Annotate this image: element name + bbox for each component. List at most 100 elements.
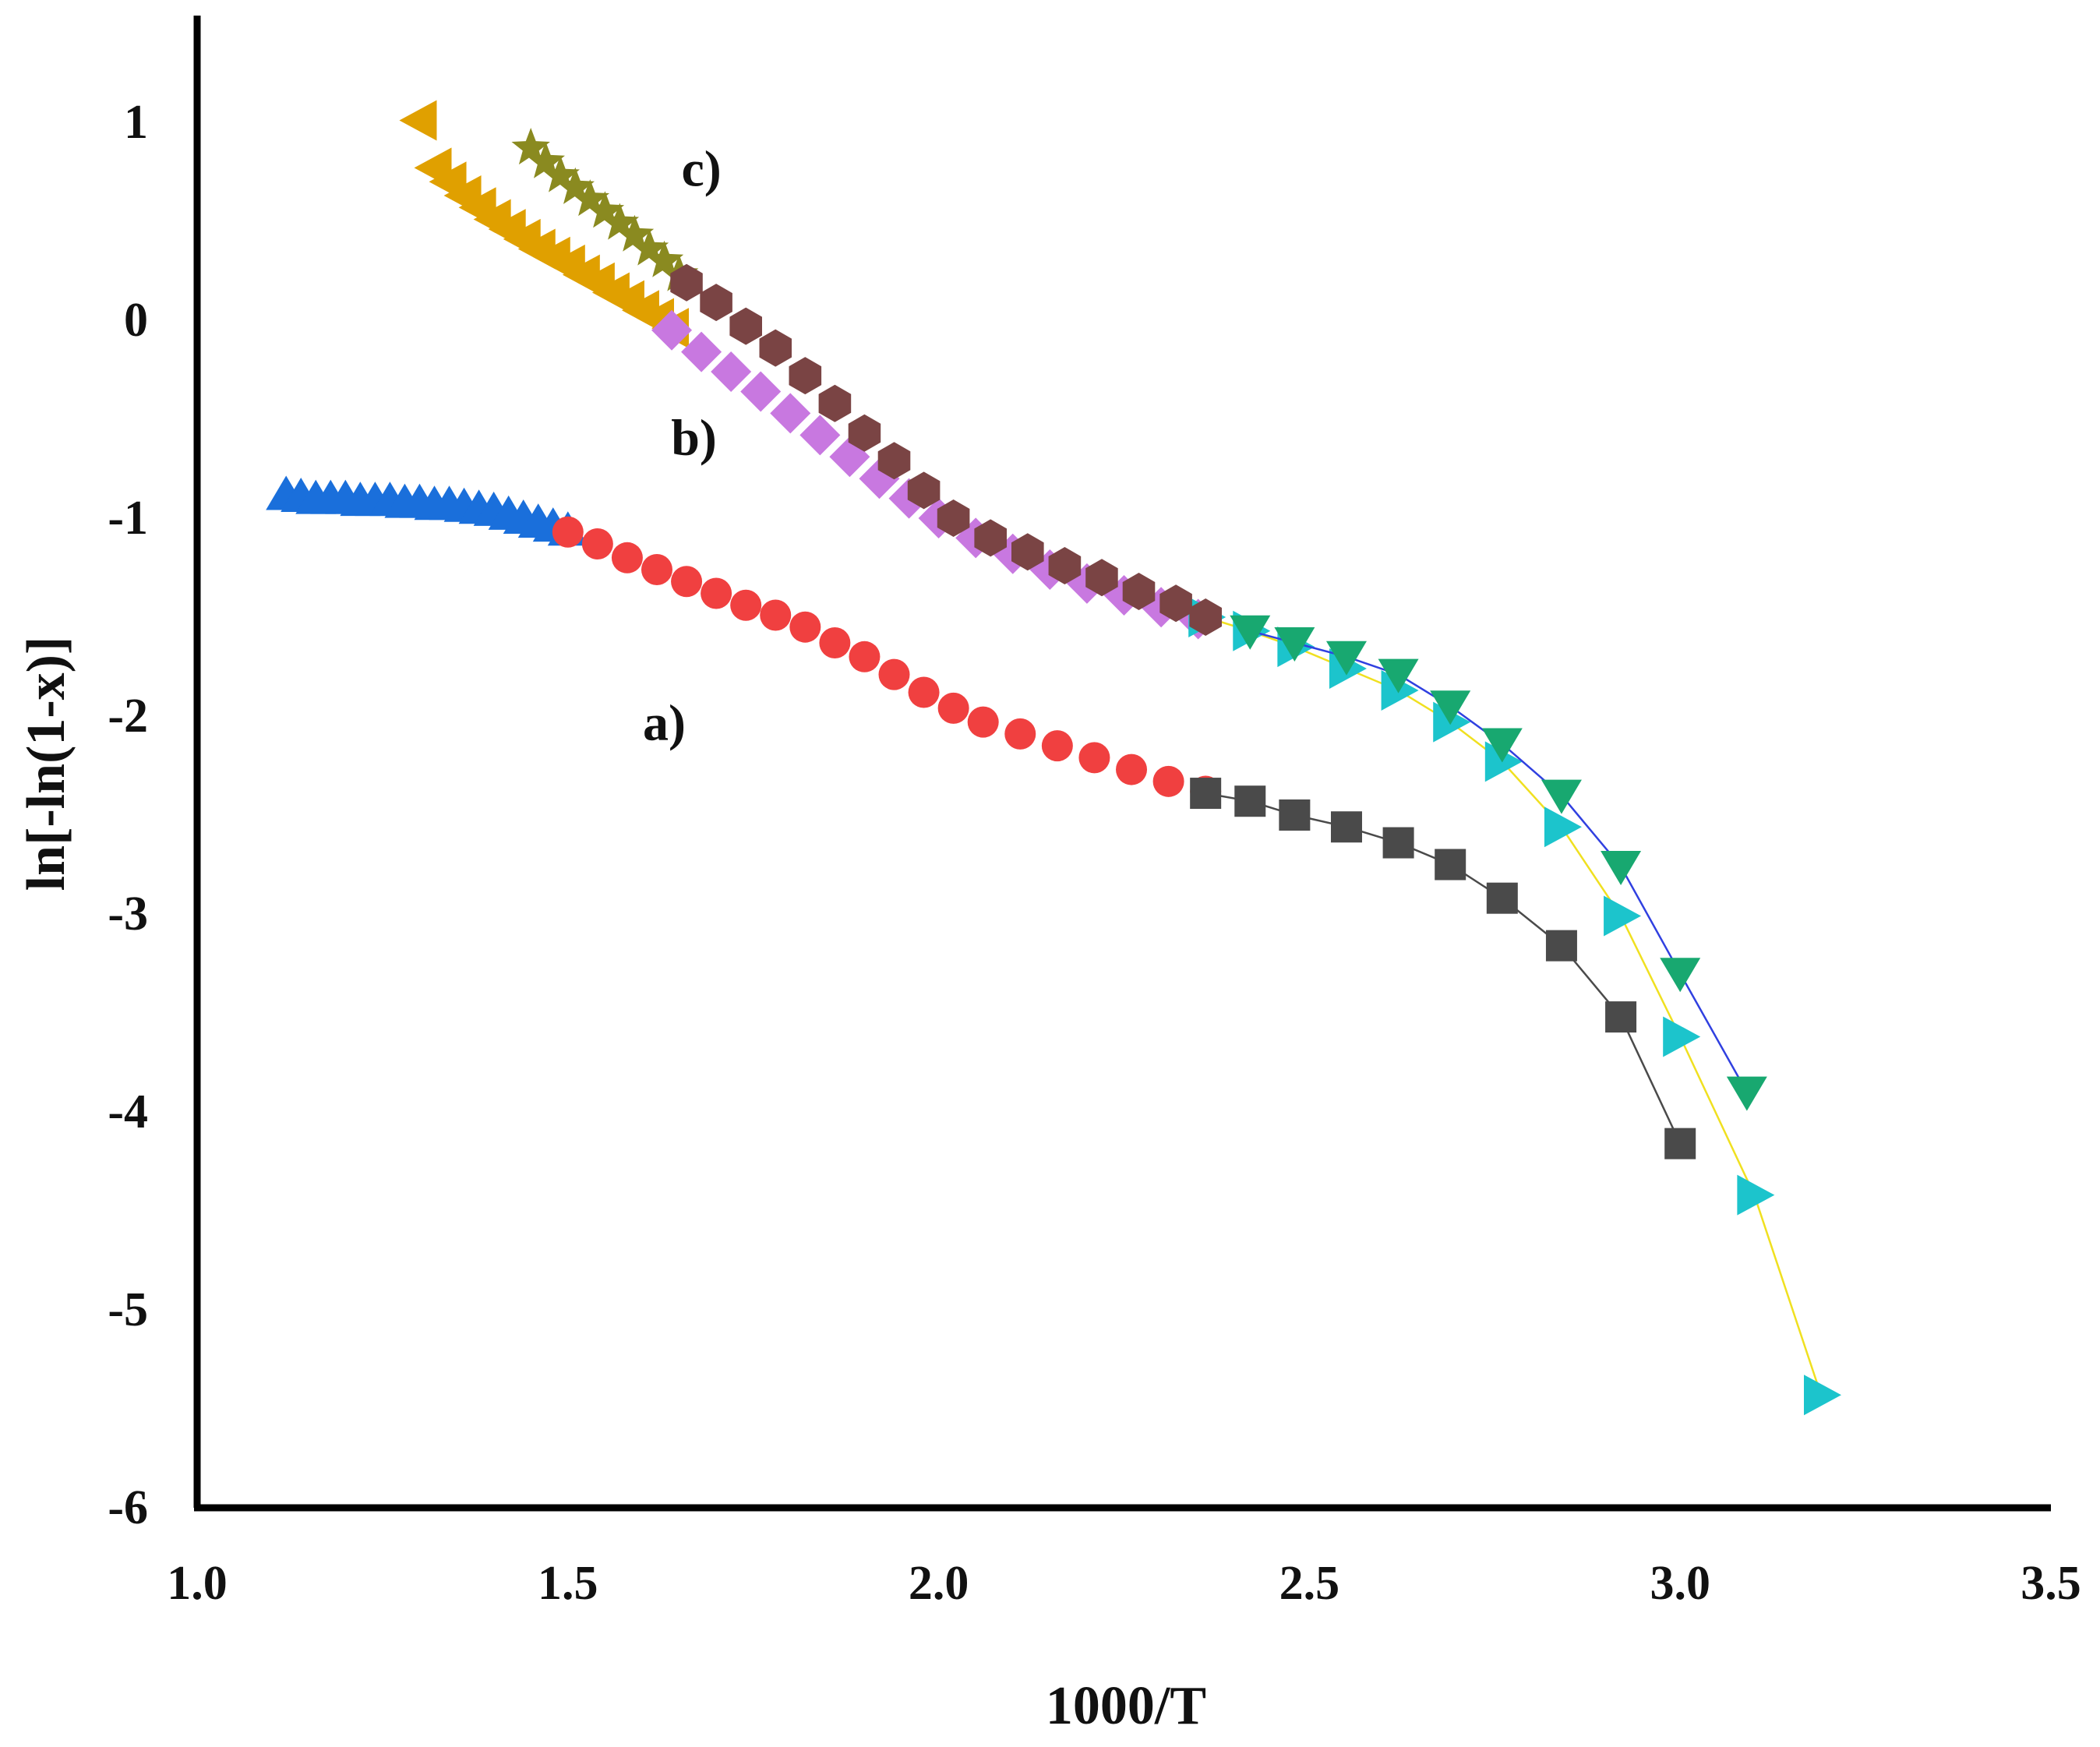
x-tick-label: 3.5 bbox=[2021, 1557, 2081, 1610]
a-black-squares-point bbox=[1605, 1001, 1637, 1033]
c-brown-hexagons-point bbox=[729, 307, 762, 345]
c-olive-stars-point bbox=[556, 167, 595, 204]
a-red-circles-point bbox=[1004, 718, 1036, 750]
c-green-triangles-point bbox=[1430, 690, 1471, 725]
a-red-circles-point bbox=[611, 542, 643, 574]
a-red-circles-point bbox=[937, 692, 969, 724]
a-red-circles-point bbox=[819, 627, 851, 659]
c-brown-hexagons-point bbox=[877, 442, 911, 480]
b-violet-diamonds-point bbox=[740, 371, 782, 412]
series-a-blue-triangles bbox=[266, 475, 588, 546]
c-olive-stars-point bbox=[585, 191, 625, 228]
y-tick-label: -4 bbox=[108, 1085, 148, 1138]
b-violet-diamonds-point bbox=[770, 393, 811, 434]
c-brown-hexagons-point bbox=[818, 384, 852, 422]
b-violet-diamonds-point bbox=[799, 415, 841, 456]
c-brown-hexagons-point bbox=[974, 519, 1007, 557]
a-red-circles-point bbox=[671, 566, 703, 598]
annotation-label: a) bbox=[643, 694, 686, 751]
a-red-circles-point bbox=[1116, 754, 1148, 785]
series-c-olive-stars bbox=[511, 128, 699, 291]
y-tick-label: 0 bbox=[124, 294, 148, 347]
y-tick-label: -2 bbox=[108, 690, 148, 743]
a-red-circles-point bbox=[908, 676, 940, 708]
c-brown-hexagons-point bbox=[848, 414, 881, 452]
c-brown-hexagons-point bbox=[1085, 559, 1118, 597]
a-black-squares-point bbox=[1545, 930, 1577, 962]
series-b-cyan-triangles bbox=[1188, 597, 1842, 1416]
a-red-circles-point bbox=[552, 516, 584, 548]
series-b-orange-triangles bbox=[399, 100, 690, 349]
x-tick-label: 2.0 bbox=[909, 1557, 969, 1610]
a-black-squares-point bbox=[1435, 849, 1466, 881]
x-axis-title: 1000/T bbox=[1046, 1676, 1206, 1736]
b-violet-diamonds-point bbox=[711, 351, 752, 393]
c-olive-stars-point bbox=[526, 141, 565, 178]
c-green-triangles-point bbox=[1660, 958, 1701, 993]
a-red-circles-point bbox=[760, 599, 792, 631]
series-c-green-triangles bbox=[1230, 615, 1767, 1111]
a-black-squares-point bbox=[1190, 778, 1222, 810]
a-black-squares-point bbox=[1382, 827, 1414, 859]
a-red-circles-point bbox=[1078, 742, 1110, 774]
a-red-circles-point bbox=[967, 706, 999, 738]
x-tick-label: 3.0 bbox=[1650, 1557, 1710, 1610]
a-red-circles-point bbox=[701, 577, 732, 609]
series-a-red-circles bbox=[552, 516, 1222, 807]
a-red-circles-point bbox=[849, 641, 881, 672]
a-black-squares-line bbox=[1205, 792, 1682, 1145]
a-black-squares-point bbox=[1486, 882, 1518, 914]
y-tick-label: 1 bbox=[124, 96, 148, 149]
c-olive-stars-point bbox=[570, 179, 610, 217]
c-green-triangles-point bbox=[1230, 615, 1271, 650]
a-red-circles-point bbox=[1041, 730, 1073, 762]
c-brown-hexagons-point bbox=[1011, 533, 1044, 571]
c-olive-stars-point bbox=[615, 214, 655, 252]
c-green-triangles-point bbox=[1481, 728, 1523, 763]
c-green-triangles-point bbox=[1726, 1076, 1767, 1111]
c-brown-hexagons-point bbox=[907, 471, 941, 510]
a-black-squares-point bbox=[1279, 799, 1311, 831]
a-red-circles-point bbox=[581, 528, 613, 560]
x-tick-label: 1.5 bbox=[538, 1557, 598, 1610]
c-brown-hexagons-point bbox=[1048, 547, 1082, 584]
b-violet-diamonds-point bbox=[651, 309, 693, 351]
c-brown-hexagons-point bbox=[789, 357, 822, 395]
a-red-circles-point bbox=[789, 611, 821, 643]
b-cyan-triangles-point bbox=[1604, 895, 1642, 937]
a-red-circles-point bbox=[641, 554, 672, 586]
y-tick-label: -1 bbox=[108, 492, 148, 545]
series-a-black-squares bbox=[1190, 778, 1696, 1159]
annotation-label: b) bbox=[671, 410, 717, 467]
c-olive-stars-point bbox=[541, 155, 580, 192]
b-violet-diamonds-point bbox=[681, 331, 722, 372]
x-tick-label: 2.5 bbox=[1279, 1557, 1340, 1610]
c-green-triangles-point bbox=[1601, 851, 1642, 886]
c-brown-hexagons-point bbox=[670, 263, 703, 302]
annotation-label: c) bbox=[681, 140, 721, 197]
c-green-triangles-point bbox=[1541, 779, 1582, 814]
b-cyan-triangles-point bbox=[1663, 1016, 1701, 1057]
y-tick-label: -3 bbox=[108, 888, 148, 941]
b-cyan-triangles-point bbox=[1737, 1174, 1775, 1216]
b-cyan-triangles-point bbox=[1484, 741, 1523, 782]
y-tick-label: -5 bbox=[108, 1283, 148, 1336]
c-brown-hexagons-point bbox=[1122, 573, 1156, 610]
c-olive-stars-point bbox=[630, 228, 669, 266]
c-green-triangles-point bbox=[1325, 641, 1367, 676]
a-red-circles-point bbox=[730, 589, 762, 621]
series-c-brown-hexagons bbox=[670, 263, 1222, 636]
a-red-circles-point bbox=[878, 658, 910, 690]
c-brown-hexagons-point bbox=[759, 329, 792, 367]
series-layer bbox=[266, 100, 1842, 1416]
a-black-squares-point bbox=[1234, 785, 1266, 817]
plot-area bbox=[266, 100, 1842, 1416]
c-olive-stars-point bbox=[644, 240, 684, 277]
c-green-triangles-line bbox=[1249, 630, 1748, 1093]
c-olive-stars-point bbox=[511, 128, 550, 165]
c-brown-hexagons-point bbox=[1189, 598, 1222, 636]
c-brown-hexagons-point bbox=[937, 499, 970, 537]
a-black-squares-point bbox=[1330, 811, 1362, 843]
y-ticks: 1 0 -1 -2 -3 -4 -5 -6 bbox=[108, 96, 148, 1534]
